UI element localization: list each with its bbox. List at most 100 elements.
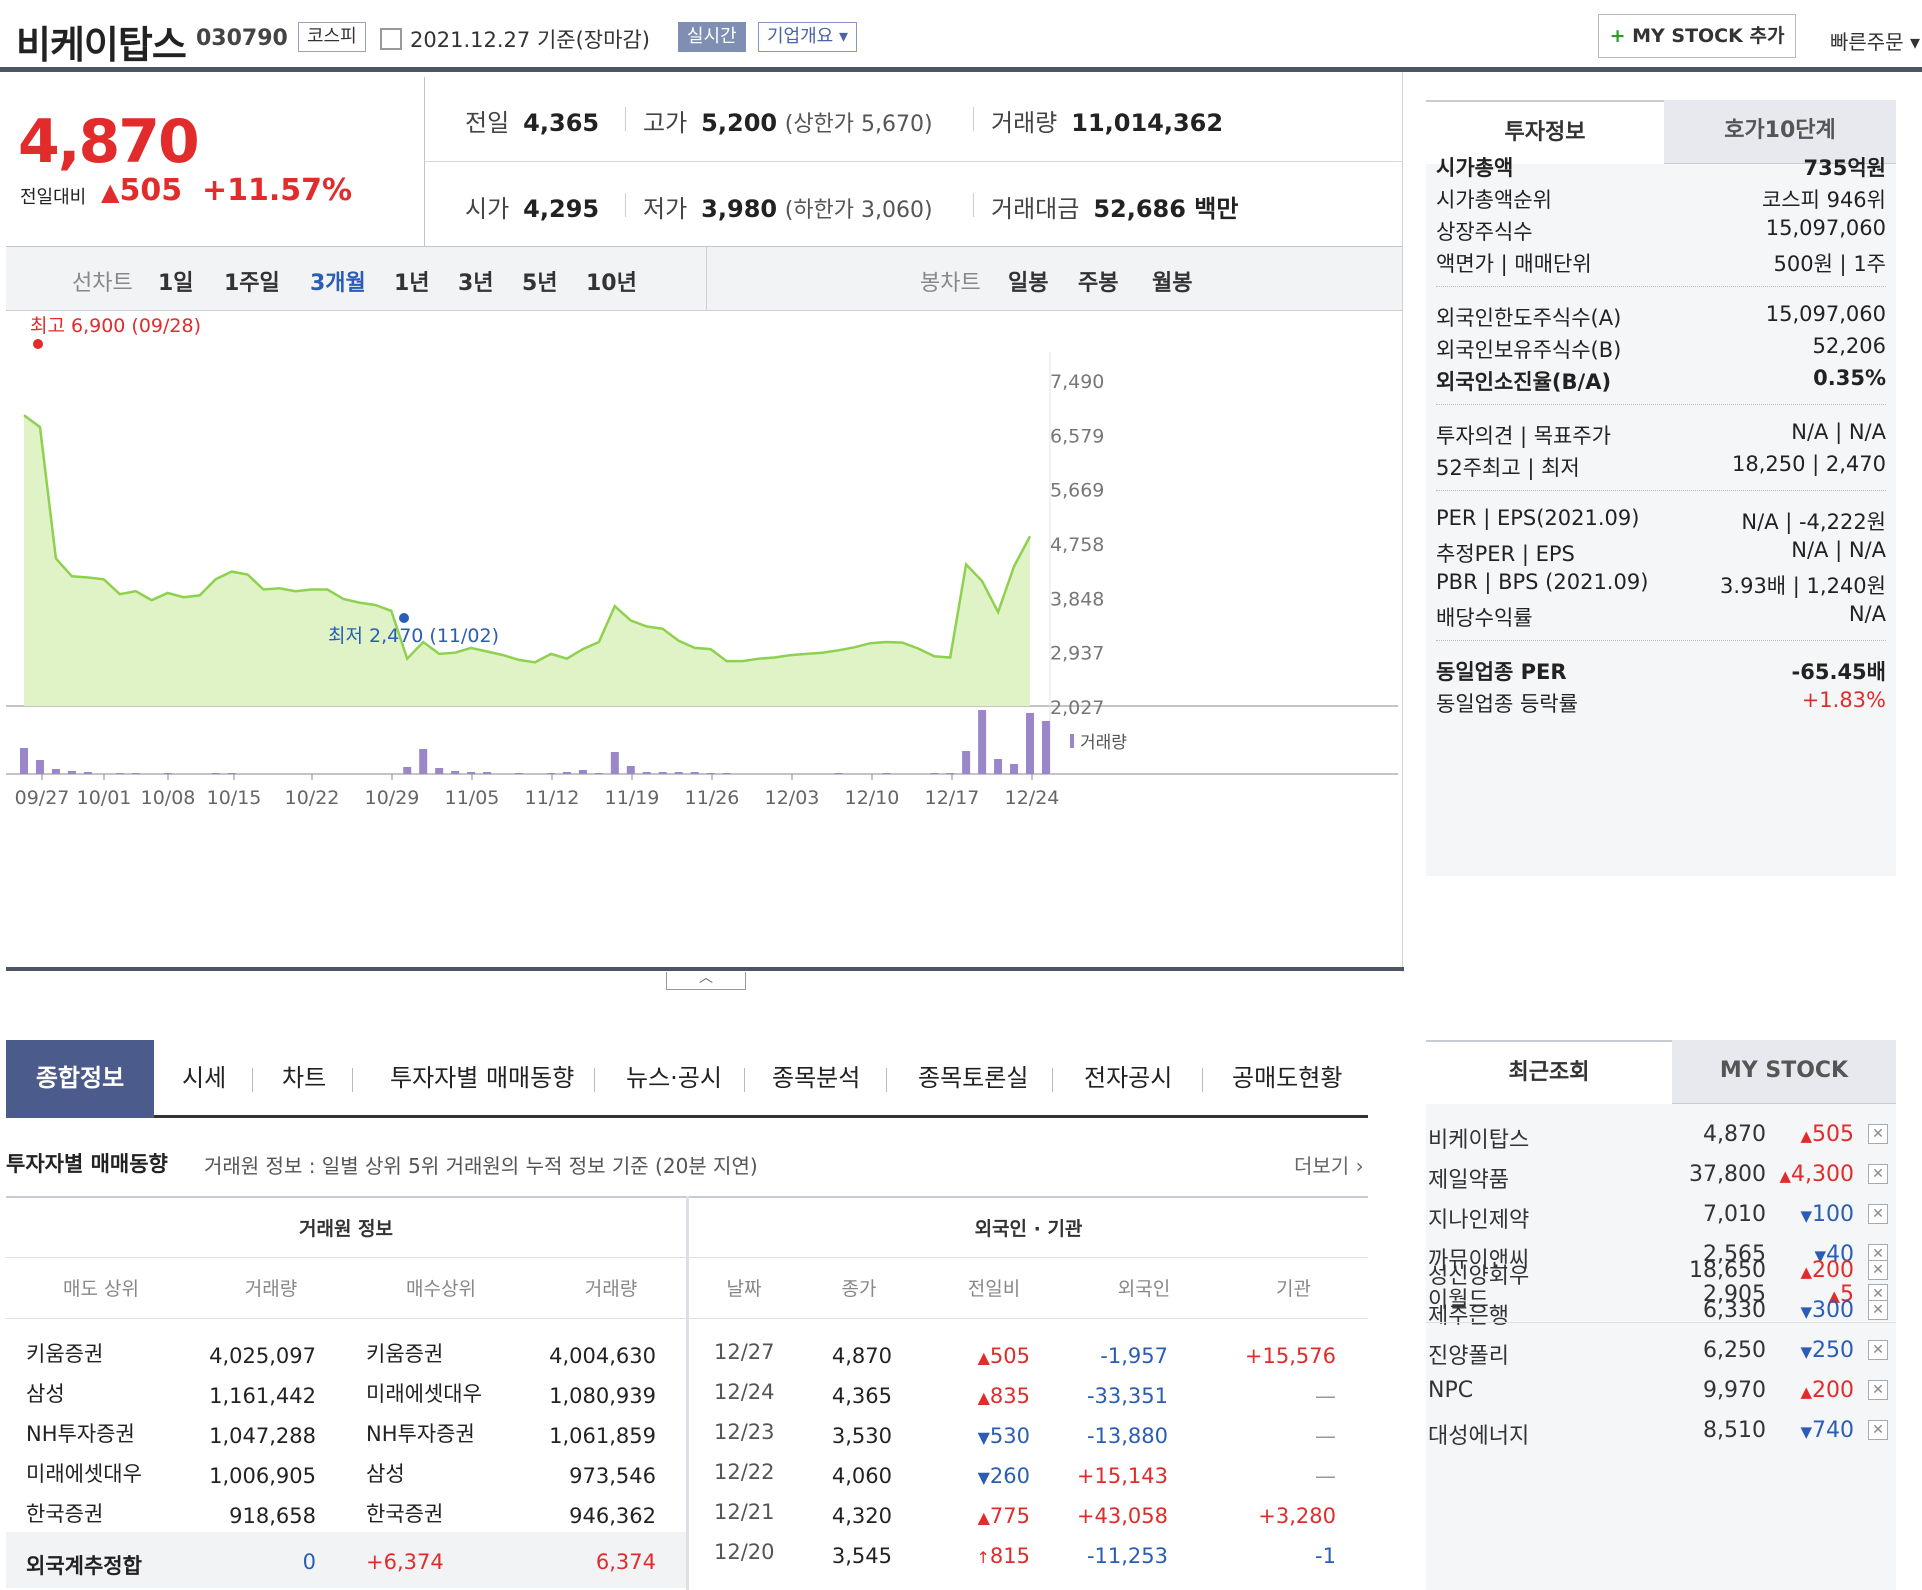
stat-separator: [973, 193, 974, 217]
volume-bar: [578, 770, 587, 774]
close-icon[interactable]: ✕: [1868, 1124, 1888, 1144]
daily-close: 3,530: [831, 1424, 892, 1448]
line-chart-label: 선차트: [72, 271, 133, 296]
tab-quotes[interactable]: 시세: [182, 1064, 227, 1092]
stat-low-value: 3,980: [701, 195, 778, 223]
summary-net: +6,374: [366, 1550, 444, 1574]
col-buy-volume: 거래량: [584, 1278, 638, 1300]
company-info-button[interactable]: 기업개요 ▾: [758, 22, 858, 52]
stat-volume-label: 거래량: [991, 109, 1058, 137]
volume-bar: [115, 773, 124, 774]
stat-high: 고가 5,200 (상한가 5,670): [643, 103, 933, 138]
tab-chart[interactable]: 차트: [282, 1064, 327, 1092]
y-tick-label: 3,848: [1050, 588, 1104, 610]
candle-weekly[interactable]: 주봉: [1078, 271, 1119, 296]
period-10y[interactable]: 10년: [586, 271, 637, 296]
candle-monthly[interactable]: 월봉: [1152, 271, 1193, 296]
collapse-chart-button[interactable]: ︿: [666, 971, 746, 990]
tab-news[interactable]: 뉴스·공시: [626, 1064, 722, 1092]
my-stock-add-button[interactable]: + MY STOCK 추가: [1598, 14, 1796, 58]
tab-overview[interactable]: 종합정보: [6, 1040, 154, 1118]
daily-institution: —: [1315, 1424, 1336, 1448]
buy-broker: 미래에셋대우: [366, 1382, 482, 1406]
daily-change-value: 505: [989, 1344, 1030, 1368]
stat-amount-value: 52,686 백만: [1093, 195, 1239, 223]
tab-short-selling[interactable]: 공매도현황: [1232, 1064, 1343, 1092]
trading-table: 거래원 정보 외국인 · 기관 매도 상위 거래량 매수상위 거래량 날짜 종가…: [6, 1196, 1368, 1590]
tab-recent[interactable]: 최근조회: [1426, 1040, 1672, 1104]
info-row-label: 추정PER | EPS: [1436, 542, 1575, 566]
company-info-label: 기업개요: [767, 26, 834, 47]
volume-bar: [626, 766, 635, 774]
summary-row-bg: [6, 1532, 686, 1588]
stock-header: 비케이탑스 030790 코스피 2021.12.27 기준(장마감) 실시간 …: [0, 0, 1922, 72]
tab-disclosure[interactable]: 전자공시: [1084, 1064, 1173, 1092]
recent-item-change-value: 200: [1812, 1378, 1854, 1403]
buy-volume: 4,004,630: [549, 1344, 656, 1368]
recent-item-change-value: 200: [1812, 1258, 1854, 1283]
x-tick-label: 11/19: [605, 787, 660, 809]
close-icon[interactable]: ✕: [1868, 1420, 1888, 1440]
close-icon[interactable]: ✕: [1868, 1164, 1888, 1184]
stat-open: 시가 4,295: [465, 189, 599, 224]
close-icon[interactable]: ✕: [1868, 1300, 1888, 1320]
tab-order-book[interactable]: 호가10단계: [1664, 100, 1896, 164]
more-link[interactable]: 더보기 ›: [1294, 1150, 1364, 1179]
volume-legend-label: 거래량: [1080, 733, 1127, 753]
chevron-down-icon: ▾: [1909, 30, 1921, 54]
vertical-divider: [1402, 72, 1405, 972]
sell-broker: 한국증권: [26, 1502, 104, 1526]
realtime-button[interactable]: 실시간: [678, 22, 746, 52]
recent-item-change: ▼300: [1800, 1298, 1854, 1323]
info-divider: [1436, 404, 1886, 405]
stat-separator: [625, 193, 626, 217]
buy-volume: 946,362: [569, 1504, 656, 1528]
quick-order-button[interactable]: 빠른주문 ▾: [1830, 26, 1920, 55]
col-buy-top: 매수상위: [406, 1278, 476, 1300]
close-icon[interactable]: ✕: [1868, 1380, 1888, 1400]
period-3m[interactable]: 3개월: [310, 271, 366, 296]
daily-change: ▲505: [978, 1344, 1030, 1368]
volume-legend-icon: [1070, 734, 1074, 748]
period-5y[interactable]: 5년: [522, 271, 558, 296]
info-row-value: 735억원: [1803, 156, 1886, 180]
x-tick-label: 12/03: [765, 787, 820, 809]
period-1y[interactable]: 1년: [394, 271, 430, 296]
period-3y[interactable]: 3년: [458, 271, 494, 296]
x-tick-label: 10/15: [207, 787, 262, 809]
volume-bar: [35, 760, 44, 774]
tab-investor-trading[interactable]: 투자자별 매매동향: [390, 1064, 575, 1092]
low-label: 최저 2,470 (11/02): [328, 625, 499, 647]
investment-info-panel: 투자정보 호가10단계 시가총액 735억원 시가총액순위 코스피 946위 상장주식수…: [1426, 100, 1896, 876]
up-arrow-icon: ▲: [101, 178, 120, 206]
info-row-label: PBR | BPS (2021.09): [1436, 570, 1649, 594]
period-1d[interactable]: 1일: [158, 271, 194, 296]
calendar-icon: [380, 28, 402, 50]
recent-item-price: 2,565: [1703, 1242, 1766, 1267]
tab-investment-info[interactable]: 투자정보: [1426, 100, 1664, 164]
x-tick-label: 12/24: [1005, 787, 1060, 809]
y-tick-label: 2,937: [1050, 643, 1104, 665]
close-icon[interactable]: ✕: [1868, 1340, 1888, 1360]
volume-bar: [131, 773, 140, 774]
recent-item-change: ▲5: [1828, 1282, 1854, 1307]
high-label: 최고 6,900 (09/28): [30, 315, 201, 337]
recent-item-price: 9,970: [1703, 1378, 1766, 1403]
info-row-label: PER | EPS(2021.09): [1436, 506, 1640, 530]
tab-my-stock[interactable]: MY STOCK: [1672, 1040, 1896, 1104]
close-icon[interactable]: ✕: [1868, 1204, 1888, 1224]
close-icon[interactable]: ✕: [1868, 1244, 1888, 1264]
info-row-label: 외국인소진율(B/A): [1436, 370, 1612, 394]
daily-foreign: -1,957: [1100, 1344, 1168, 1368]
tab-discussion[interactable]: 종목토론실: [918, 1064, 1029, 1092]
close-icon[interactable]: ✕: [1868, 1260, 1888, 1280]
col-sell-volume: 거래량: [244, 1278, 298, 1300]
period-1w[interactable]: 1주일: [224, 271, 280, 296]
recent-item-name: 대성에너지: [1428, 1424, 1530, 1449]
up-arrow-icon: ▲: [977, 1348, 990, 1367]
recent-item-name: 지나인제약: [1428, 1208, 1530, 1233]
info-row-label: 동일업종 등락률: [1436, 692, 1578, 716]
volume-bar: [722, 773, 731, 774]
tab-analysis[interactable]: 종목분석: [772, 1064, 861, 1092]
candle-daily[interactable]: 일봉: [1008, 271, 1049, 296]
